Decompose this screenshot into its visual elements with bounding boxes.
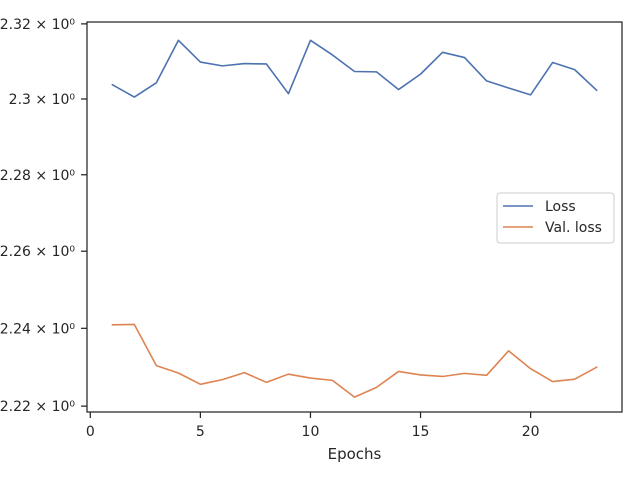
y-tick-label: 2.3 × 10⁰	[9, 92, 76, 108]
x-tick-label: 20	[522, 424, 540, 440]
x-axis-label: Epochs	[328, 445, 382, 463]
y-tick-label: 2.22 × 10⁰	[0, 399, 75, 415]
legend: Loss Val. loss	[496, 192, 615, 244]
legend-label-loss: Loss	[545, 199, 576, 215]
y-tick-label: 2.24 × 10⁰	[0, 321, 75, 337]
x-tick-label: 15	[412, 424, 430, 440]
series-layer	[111, 39, 598, 398]
plot-frame	[86, 21, 623, 413]
legend-label-val-loss: Val. loss	[545, 220, 602, 236]
y-tick-label: 2.28 × 10⁰	[0, 168, 75, 184]
x-tick-label: 5	[196, 424, 205, 440]
y-tick-label: 2.26 × 10⁰	[0, 244, 75, 260]
x-tick-label: 10	[302, 424, 320, 440]
series-line-val-loss	[111, 323, 598, 398]
y-tick-label: 2.32 × 10⁰	[0, 17, 75, 33]
axes-layer: 0 5 10 15 20 2.22 × 10⁰ 2.24 × 10⁰ 2.26 × 10⁰ 2.…	[0, 17, 540, 440]
series-line-loss	[111, 39, 598, 98]
x-tick-label: 0	[86, 424, 95, 440]
